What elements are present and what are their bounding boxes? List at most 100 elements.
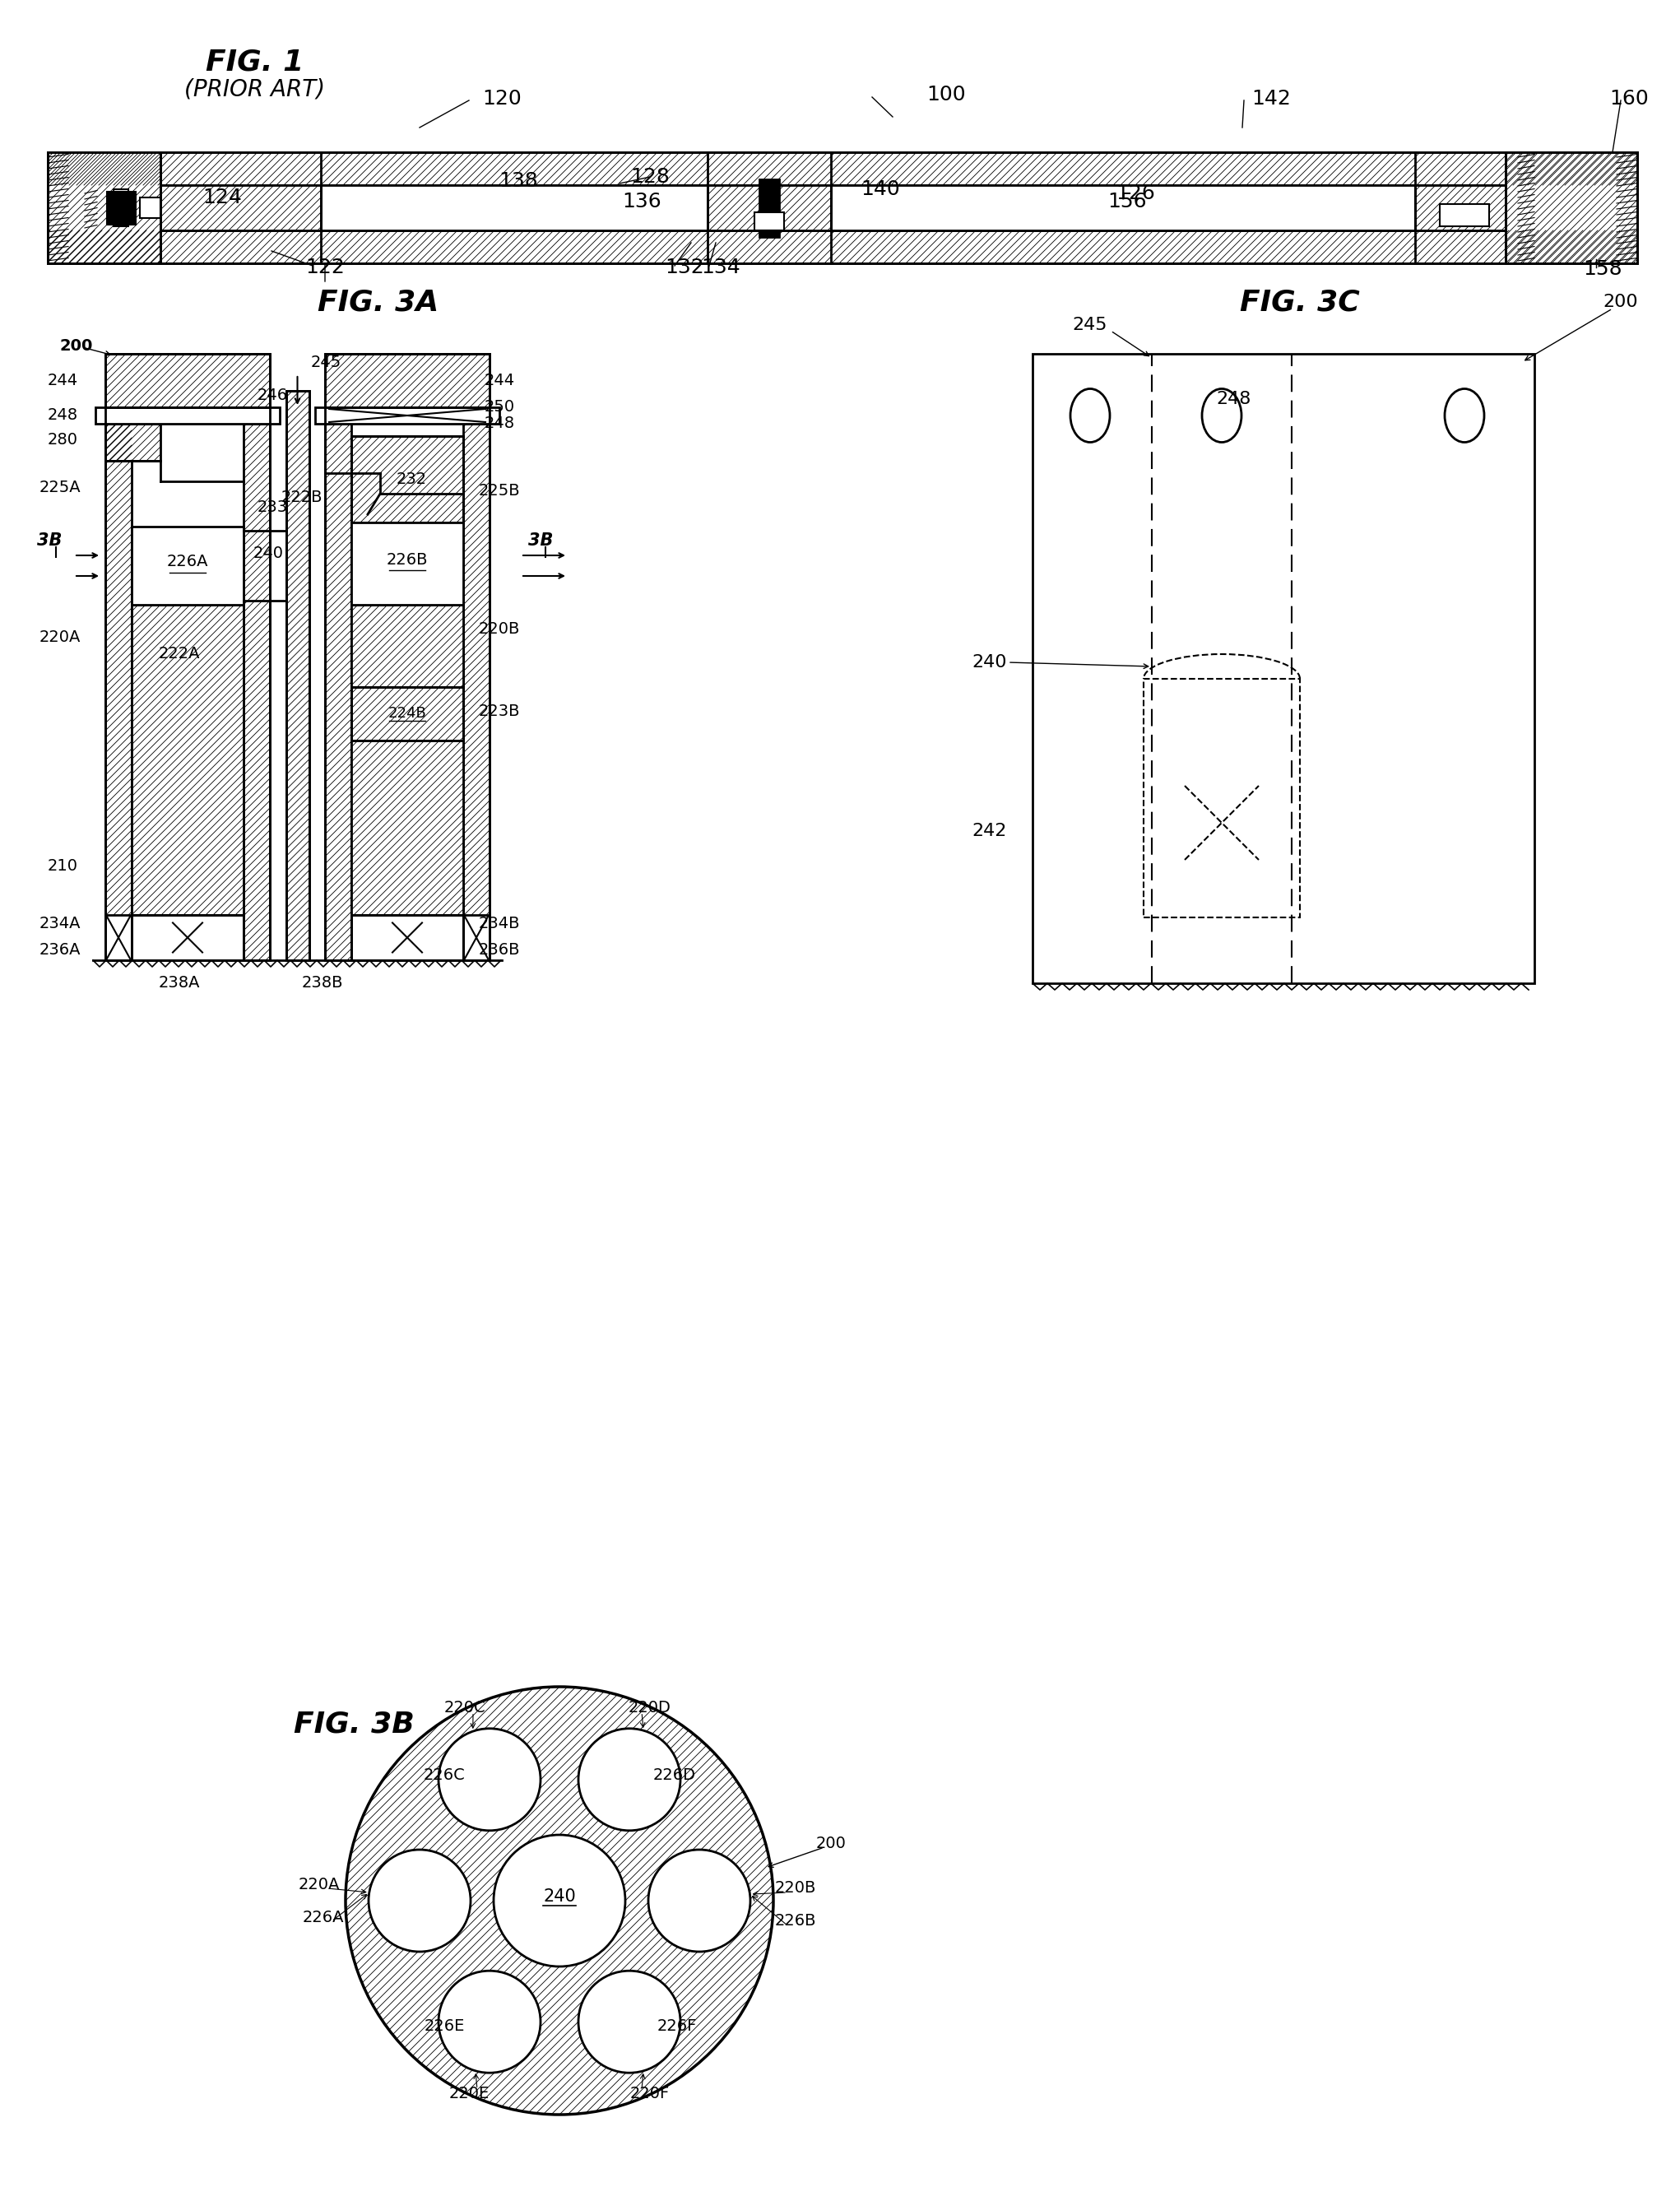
Bar	[351, 436, 464, 522]
Text: 120: 120	[482, 88, 521, 108]
Circle shape	[438, 1970, 541, 2073]
Text: 238A: 238A	[158, 975, 200, 990]
Text: FIG. 3B: FIG. 3B	[294, 1710, 415, 1739]
Text: 122: 122	[306, 258, 344, 277]
Bar	[832, 185, 1415, 231]
Bar	[464, 916, 489, 960]
Bar	[108, 191, 136, 225]
Text: 238B: 238B	[301, 975, 343, 990]
Text: 233: 233	[257, 500, 287, 515]
Text: 220C: 220C	[444, 1699, 486, 1717]
Bar	[106, 425, 131, 960]
Text: 248: 248	[47, 407, 77, 423]
Text: 200: 200	[816, 1836, 847, 1851]
Bar	[351, 916, 464, 960]
Text: 200: 200	[60, 337, 92, 354]
Bar	[47, 152, 160, 264]
Bar	[351, 687, 464, 740]
Bar	[286, 392, 309, 960]
Text: 226E: 226E	[423, 2018, 465, 2034]
Circle shape	[368, 1849, 470, 1952]
Bar	[106, 425, 160, 460]
Bar	[244, 425, 270, 960]
Text: 226F: 226F	[657, 2018, 697, 2034]
Bar	[351, 436, 464, 522]
Ellipse shape	[1201, 390, 1242, 442]
Text: 226D: 226D	[654, 1767, 696, 1783]
Bar	[131, 916, 244, 960]
Text: 226A: 226A	[166, 555, 208, 570]
Bar	[351, 687, 464, 740]
Text: 226A: 226A	[302, 1908, 344, 1926]
Bar	[759, 178, 780, 236]
Text: 226B: 226B	[386, 552, 428, 568]
Text: 134: 134	[701, 258, 741, 277]
Text: 220F: 220F	[630, 2087, 670, 2102]
Bar	[1505, 152, 1638, 264]
Bar	[106, 916, 131, 960]
Ellipse shape	[1070, 390, 1110, 442]
Bar	[464, 425, 489, 960]
Text: 222A: 222A	[158, 647, 200, 663]
Text: 128: 128	[630, 167, 670, 187]
Text: FIG. 3C: FIG. 3C	[1240, 288, 1359, 317]
Bar	[316, 407, 499, 425]
Text: 248: 248	[1216, 392, 1252, 407]
Bar	[160, 185, 321, 231]
Bar	[1440, 205, 1488, 227]
Circle shape	[648, 1849, 751, 1952]
Text: 138: 138	[499, 172, 538, 191]
Bar	[106, 354, 270, 407]
Text: 220A: 220A	[299, 1877, 339, 1893]
Bar	[321, 185, 707, 231]
Bar	[324, 354, 489, 407]
Ellipse shape	[1445, 390, 1483, 442]
Text: 245: 245	[1072, 317, 1107, 332]
Text: (PRIOR ART): (PRIOR ART)	[185, 77, 326, 101]
Text: 240: 240	[254, 546, 284, 561]
Bar	[707, 185, 832, 231]
Text: 210: 210	[47, 858, 77, 874]
Text: 156: 156	[1107, 191, 1147, 211]
Bar	[1415, 185, 1505, 231]
Bar	[131, 605, 244, 916]
Bar	[286, 392, 309, 960]
Text: 220B: 220B	[774, 1880, 816, 1895]
Bar	[324, 354, 489, 407]
Text: 136: 136	[622, 191, 662, 211]
Text: 220D: 220D	[628, 1699, 672, 1717]
Text: 280: 280	[47, 431, 77, 449]
Circle shape	[494, 1836, 625, 1965]
Text: 126: 126	[1116, 183, 1156, 202]
Text: 142: 142	[1252, 88, 1290, 108]
Text: 226B: 226B	[774, 1913, 816, 1928]
Bar	[47, 152, 1638, 185]
Text: 236A: 236A	[39, 942, 81, 957]
Circle shape	[438, 1728, 541, 1831]
Bar	[1144, 678, 1300, 918]
Text: 234A: 234A	[39, 916, 81, 931]
Bar	[351, 522, 464, 605]
Bar	[1033, 354, 1534, 984]
Text: 232: 232	[396, 471, 427, 486]
Text: 200: 200	[1603, 293, 1638, 310]
Text: 226C: 226C	[423, 1767, 465, 1783]
Bar	[131, 916, 244, 960]
Text: 244: 244	[47, 372, 77, 387]
Bar	[106, 407, 270, 960]
Text: 124: 124	[203, 187, 242, 207]
Bar	[47, 231, 1638, 264]
Text: 160: 160	[1609, 88, 1648, 108]
Bar	[351, 605, 464, 687]
Text: 220E: 220E	[449, 2087, 489, 2102]
Bar	[131, 425, 244, 960]
Text: 246: 246	[257, 387, 287, 403]
Text: 220B: 220B	[479, 621, 521, 638]
Text: 100: 100	[927, 86, 966, 103]
Text: 158: 158	[1583, 260, 1623, 280]
Text: 240: 240	[973, 654, 1008, 671]
Text: 250: 250	[484, 398, 514, 416]
Bar	[351, 916, 464, 960]
Text: 223B: 223B	[479, 704, 521, 720]
Circle shape	[578, 1970, 680, 2073]
